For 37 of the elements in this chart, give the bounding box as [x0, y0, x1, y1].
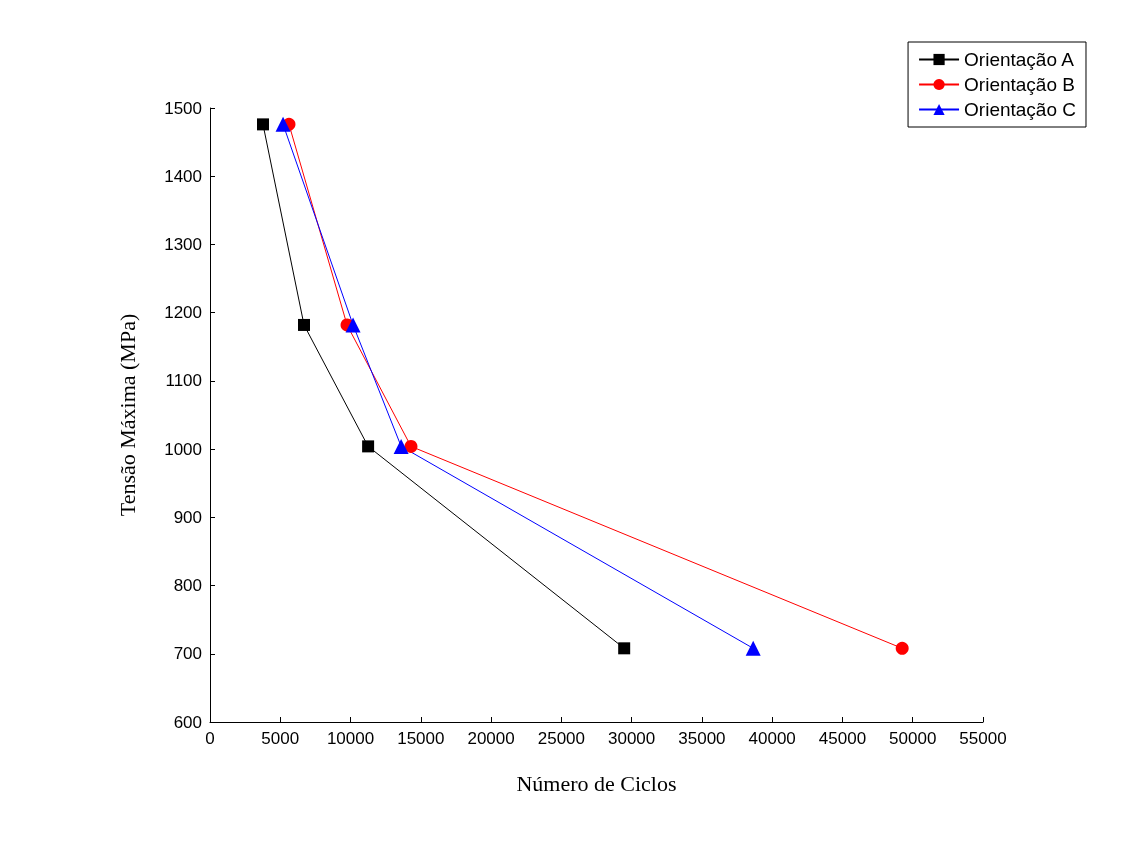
x-tick-label: 30000	[608, 729, 656, 748]
y-tick-label: 700	[173, 644, 202, 664]
y-tick-label: 1000	[164, 439, 202, 459]
point	[618, 642, 631, 655]
x-tick-label: 10000	[326, 729, 375, 748]
point	[393, 438, 409, 454]
y-tick-label: 1500	[164, 98, 202, 118]
y-tick-label: 900	[173, 507, 202, 527]
point	[404, 439, 418, 453]
point	[362, 440, 375, 453]
y-tick-label: 1100	[165, 371, 202, 391]
y-tick-label: 1400	[164, 166, 202, 186]
x-tick-label: 50000	[889, 729, 937, 748]
point	[256, 118, 269, 131]
x-tick-label: 15000	[397, 729, 445, 748]
y-tick-label: 1300	[164, 234, 202, 254]
point	[298, 318, 311, 331]
x-axis-title: Número de Ciclos	[516, 770, 677, 796]
y-axis-title: Tensão Máxima (MPa)	[114, 313, 140, 517]
y-tick-label: 800	[173, 576, 202, 596]
x-tick-label: 40000	[748, 729, 796, 748]
point	[745, 640, 761, 656]
x-tick-label: 55000	[959, 729, 1007, 748]
y-tick-label: 1200	[164, 303, 202, 323]
point	[345, 317, 361, 333]
point	[895, 641, 909, 655]
x-tick-label: 20000	[467, 729, 515, 748]
x-tick-label: 35000	[678, 729, 726, 748]
legend-label: Orientação A	[964, 49, 1075, 70]
x-tick-label: 0	[205, 729, 215, 748]
x-tick-label: 5000	[261, 729, 300, 748]
y-tick-label: 600	[173, 712, 202, 732]
legend-label: Orientação B	[964, 74, 1075, 95]
point	[275, 116, 291, 132]
x-tick-label: 25000	[537, 729, 585, 748]
legend-label: Orientação C	[964, 99, 1077, 120]
x-tick-label: 45000	[818, 729, 867, 748]
